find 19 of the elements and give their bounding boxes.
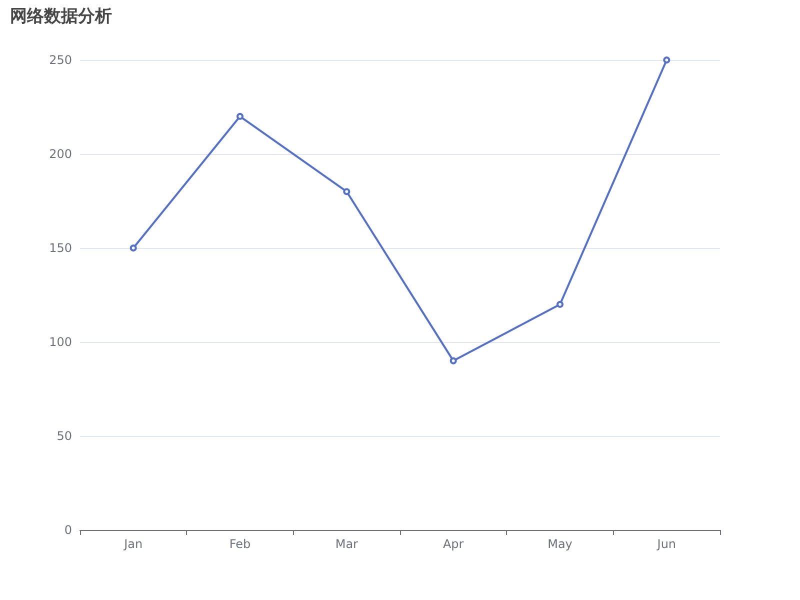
x-tick-label: May bbox=[548, 537, 572, 551]
y-tick-label: 0 bbox=[64, 523, 72, 537]
y-tick-label: 200 bbox=[49, 147, 72, 161]
point bbox=[663, 56, 670, 64]
y-tick-label: 50 bbox=[56, 429, 72, 443]
x-tick-label: Jun bbox=[656, 537, 676, 551]
x-tick-label: Apr bbox=[442, 537, 464, 551]
y-tick-label: 150 bbox=[49, 241, 72, 255]
point bbox=[556, 300, 564, 308]
y-tick-label: 100 bbox=[49, 335, 72, 349]
point bbox=[450, 357, 457, 364]
y-tick-label: 250 bbox=[49, 53, 72, 67]
x-tick-label: Jan bbox=[123, 537, 143, 551]
point bbox=[343, 188, 350, 196]
x-tick-label: Mar bbox=[335, 537, 358, 551]
x-tick-label: Feb bbox=[229, 537, 251, 551]
chart-title: 网络数据分析 bbox=[10, 6, 112, 26]
point bbox=[130, 244, 137, 252]
point bbox=[236, 112, 244, 120]
